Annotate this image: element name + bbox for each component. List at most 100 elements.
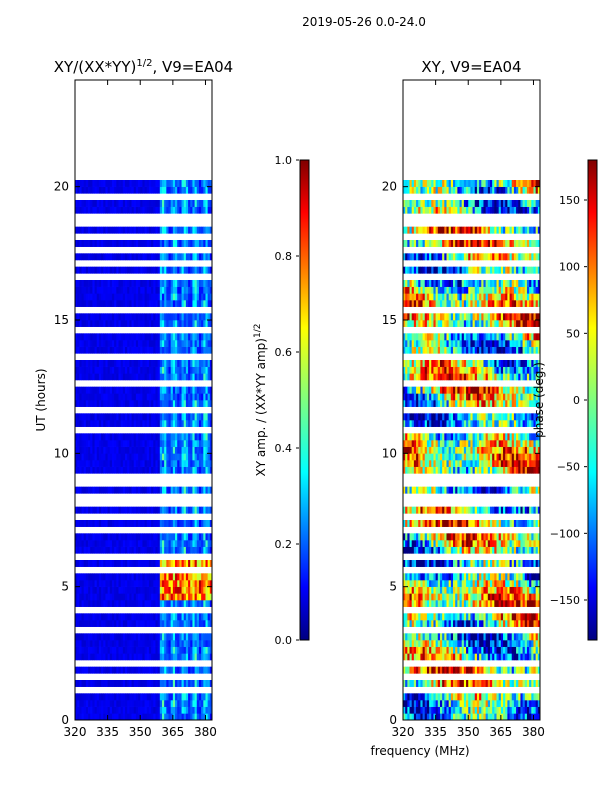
heatmap-cell	[533, 620, 537, 627]
heatmap-cell	[88, 713, 91, 720]
heatmap-cell	[144, 546, 148, 554]
heatmap-cell	[175, 386, 178, 394]
heatmap-cell	[85, 446, 89, 454]
heatmap-cell	[79, 206, 82, 214]
heatmap-cell	[503, 640, 506, 647]
heatmap-cell	[201, 433, 204, 441]
heatmap-cell	[111, 413, 115, 421]
heatmap-cell	[114, 520, 117, 527]
heatmap-cell	[175, 653, 178, 661]
heatmap-cell	[205, 706, 209, 714]
heatmap-cell	[164, 293, 167, 301]
heatmap-cell	[194, 393, 198, 401]
heatmap-cell	[474, 620, 478, 627]
heatmap-cell	[125, 453, 128, 461]
heatmap-cell	[520, 546, 523, 554]
heatmap-cell	[138, 286, 141, 294]
heatmap-cell	[142, 386, 145, 394]
heatmap-cell	[81, 313, 85, 321]
heatmap-cell	[429, 693, 432, 701]
heatmap-cell	[88, 366, 91, 374]
heatmap-cell	[138, 393, 141, 401]
heatmap-cell	[172, 340, 176, 347]
heatmap-cell	[181, 366, 185, 374]
heatmap-cell	[426, 640, 430, 647]
heatmap-cell	[426, 613, 430, 621]
heatmap-cell	[83, 413, 87, 421]
heatmap-cell	[96, 486, 100, 494]
heatmap-cell	[107, 440, 111, 447]
heatmap-cell	[105, 646, 109, 654]
heatmap-cell	[107, 713, 111, 720]
heatmap-cell	[207, 600, 211, 607]
heatmap-cell	[131, 486, 135, 494]
heatmap-cell	[157, 680, 161, 687]
heatmap-cell	[457, 680, 460, 687]
heatmap-cell	[109, 300, 113, 307]
heatmap-cell	[125, 226, 128, 234]
heatmap-cell	[105, 400, 109, 407]
heatmap-cell	[416, 580, 419, 587]
heatmap-cell	[142, 346, 145, 354]
heatmap-cell	[140, 533, 143, 541]
heatmap-cell	[531, 586, 534, 594]
heatmap-cell	[422, 706, 426, 714]
heatmap-cell	[168, 700, 172, 707]
heatmap-cell	[429, 540, 432, 547]
heatmap-cell	[498, 593, 502, 601]
heatmap-cell	[198, 413, 202, 421]
heatmap-cell	[426, 700, 430, 707]
heatmap-cell	[135, 620, 139, 627]
heatmap-cell	[201, 440, 204, 447]
heatmap-cell	[507, 633, 510, 641]
heatmap-cell	[116, 680, 119, 687]
heatmap-cell	[96, 560, 100, 567]
heatmap-cell	[531, 506, 534, 514]
heatmap-cell	[146, 540, 150, 547]
heatmap-cell	[207, 320, 211, 327]
heatmap-cell	[190, 333, 193, 341]
heatmap-cell	[413, 646, 417, 654]
heatmap-cell	[90, 360, 93, 367]
heatmap-cell	[190, 713, 193, 720]
heatmap-cell	[131, 666, 135, 674]
heatmap-cell	[209, 546, 212, 554]
heatmap-cell	[116, 706, 119, 714]
heatmap-cell	[487, 680, 491, 687]
heatmap-cell	[168, 633, 172, 641]
heatmap-cell	[135, 226, 139, 234]
heatmap-cell	[111, 520, 115, 527]
heatmap-cell	[94, 580, 98, 587]
heatmap-cell	[185, 693, 189, 701]
heatmap-cell	[181, 420, 185, 427]
heatmap-cell	[118, 360, 122, 367]
heatmap-cell	[127, 600, 130, 607]
heatmap-cell	[133, 546, 137, 554]
heatmap-cell	[190, 340, 193, 347]
heatmap-cell	[81, 373, 85, 381]
heatmap-cell	[418, 580, 421, 587]
heatmap-cell	[79, 226, 82, 234]
heatmap-cell	[424, 586, 428, 594]
heatmap-cell	[185, 453, 189, 461]
heatmap-cell	[103, 320, 106, 327]
heatmap-cell	[103, 313, 106, 321]
heatmap-cell	[511, 633, 515, 641]
heatmap-cell	[135, 586, 139, 594]
heatmap-cell	[98, 706, 102, 714]
heatmap-cell	[146, 266, 150, 274]
heatmap-cell	[518, 506, 521, 514]
heatmap-cell	[161, 580, 165, 587]
heatmap-cell	[201, 346, 204, 354]
heatmap-cell	[159, 613, 163, 621]
heatmap-cell	[183, 593, 187, 601]
heatmap-cell	[448, 486, 452, 494]
heatmap-cell	[205, 713, 209, 720]
heatmap-cell	[418, 506, 421, 514]
heatmap-cell	[114, 313, 117, 321]
heatmap-cell	[94, 360, 98, 367]
heatmap-cell	[159, 466, 163, 474]
heatmap-cell	[114, 506, 117, 514]
heatmap-cell	[453, 506, 456, 514]
